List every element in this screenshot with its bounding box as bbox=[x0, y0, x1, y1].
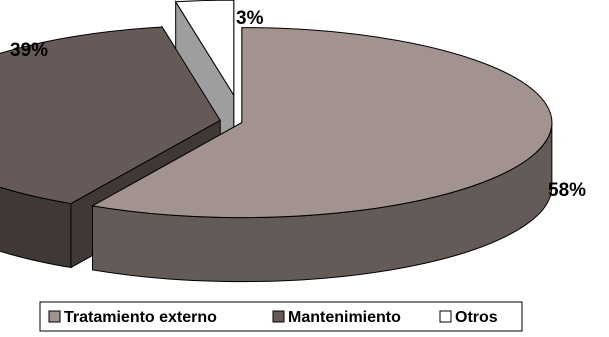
legend-swatch-mantenimiento bbox=[272, 310, 285, 323]
slice-label-tratamiento-externo: 58% bbox=[548, 180, 586, 201]
legend-label-tratamiento-externo: Tratamiento externo bbox=[64, 309, 217, 326]
slice-label-mantenimiento: 39% bbox=[10, 40, 48, 61]
legend: Tratamiento externo Mantenimiento Otros bbox=[39, 301, 523, 332]
legend-swatch-tratamiento-externo bbox=[48, 310, 61, 323]
slice-tratamiento-externo bbox=[91, 27, 553, 219]
legend-label-otros: Otros bbox=[455, 309, 498, 326]
legend-swatch-otros bbox=[439, 310, 452, 323]
slice-otros bbox=[174, 0, 235, 97]
slice-outer-mantenimiento-0 bbox=[0, 186, 72, 269]
slice-mantenimiento bbox=[0, 26, 221, 205]
slice-label-otros: 3% bbox=[236, 8, 264, 29]
pie-slices bbox=[0, 0, 553, 283]
legend-label-mantenimiento: Mantenimiento bbox=[288, 309, 401, 326]
